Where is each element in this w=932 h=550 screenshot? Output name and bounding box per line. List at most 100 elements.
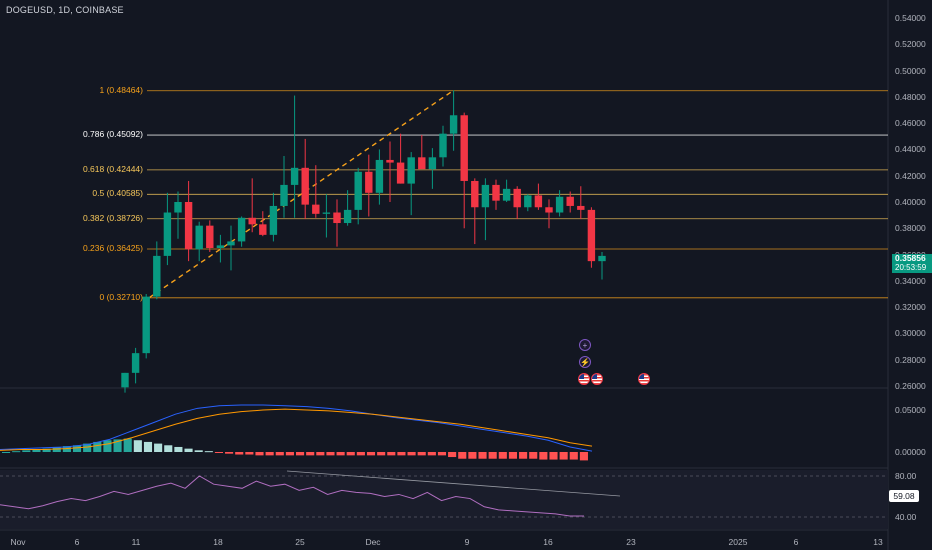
last-price-value: 0.35856 [895,253,926,263]
macd-histogram-bar [427,452,436,456]
macd-histogram-bar [346,452,355,456]
macd-histogram-bar [214,452,224,453]
macd-histogram-bar [164,445,173,452]
macd-histogram-bar [93,441,102,452]
macd-histogram-bar [569,452,578,460]
candle-body [555,196,564,213]
candle-body [248,217,256,225]
symbol-title[interactable]: DOGEUSD, 1D, COINBASE [6,5,124,15]
candle-body [153,255,161,297]
price-tick-label: 0.34000 [895,275,926,286]
candle-body [280,184,288,206]
macd-histogram-bar [42,448,51,452]
macd-histogram-bar [498,452,507,459]
last-price-tag: 0.35856 20:53:59 [892,254,932,273]
time-tick-label: 6 [74,537,80,547]
flash-icon[interactable]: ⚡ [579,356,591,368]
time-tick-label: 23 [626,537,636,547]
macd-histogram-bar [468,452,477,459]
macd-histogram-bar [245,452,254,455]
price-tick-label: 0.40000 [895,197,926,207]
macd-histogram-bar [549,452,558,460]
candle-body [577,205,585,210]
candle-body [471,180,479,208]
candle-body [206,225,214,248]
candle-body [301,167,309,205]
macd-histogram-bar [194,450,203,452]
macd-histogram-bar [72,445,82,452]
macd-histogram-bar [12,451,21,453]
fib-level-label: 0.5 (0.40585) [92,188,143,199]
candle-body [259,224,267,235]
candle-body [290,167,299,185]
macd-histogram-bar [519,452,528,459]
time-tick-label: 25 [295,537,305,547]
macd-histogram-bar [437,452,447,456]
candle-body [322,212,331,214]
rsi-tick-label: 80.00 [895,471,917,481]
candlestick-series [121,90,606,393]
price-tick-label: 0.26000 [895,381,926,391]
macd-histogram-bar [204,451,213,453]
us-flag-icon[interactable] [578,373,590,385]
grid [0,0,889,550]
rsi-tick-label: 40.00 [895,512,917,522]
macd-histogram-bar [133,440,142,452]
macd-histogram-bar [407,452,416,456]
macd-histogram-bar [225,452,234,454]
macd-histogram-bar [397,452,406,456]
candle-body [524,195,532,208]
macd-histogram-bar [184,448,193,452]
macd-histogram-bar [103,440,112,452]
macd-histogram-bar [539,452,548,460]
macd-histogram-bar [154,443,163,452]
candle-body [407,157,415,184]
macd-histogram-bar [316,452,325,456]
dividend-icon[interactable]: + [579,339,591,351]
time-tick-label: 16 [543,537,553,547]
candle-body [492,184,500,201]
bar-countdown: 20:53:59 [895,263,927,272]
price-tick-label: 0.54000 [895,13,926,23]
candle-body [587,209,596,262]
time-tick-label: 6 [793,537,799,547]
macd-histogram-bar [559,452,568,460]
us-flag-icon[interactable] [591,373,603,385]
fib-level-label: 0.618 (0.42444) [82,163,143,174]
macd-line [0,404,593,452]
macd-histogram-bar [265,452,274,456]
time-tick-label: 13 [873,537,883,547]
price-tick-label: 0.38000 [895,223,926,234]
candle-body [237,217,246,242]
macd-histogram-bar [255,452,264,456]
us-flag-icon[interactable] [638,373,650,385]
candle-body [343,209,352,224]
rsi-value-tag: 59.08 [889,490,919,502]
macd-histogram-bar [235,452,244,455]
candle-body [439,133,447,158]
candle-body [566,196,574,206]
macd-histogram-bar [83,443,92,452]
macd-histogram-bar [579,452,588,461]
macd-histogram-bar [296,452,305,456]
macd-tick-label: 0.00000 [895,447,926,457]
candle-body [418,157,426,170]
macd-histogram-bar [143,441,153,452]
candle-body [386,159,394,163]
fib-level-label: 0.382 (0.38726) [82,212,143,223]
fib-level-label: 0.786 (0.45092) [82,129,143,140]
candle-body [375,159,384,193]
fib-level-label: 1 (0.48464) [99,84,143,95]
candle-body [449,115,458,134]
macd-histogram-bar [2,452,11,453]
fib-level-label: 0.236 (0.36425) [82,242,143,253]
candle-body [195,225,203,250]
candle-body [545,207,553,213]
macd-histogram-bar [326,452,335,456]
candle-body [216,245,225,248]
price-tick-label: 0.44000 [895,144,926,155]
macd-histogram-bar [417,452,426,456]
time-tick-label: 9 [464,537,470,547]
price-tick-label: 0.32000 [895,302,926,313]
